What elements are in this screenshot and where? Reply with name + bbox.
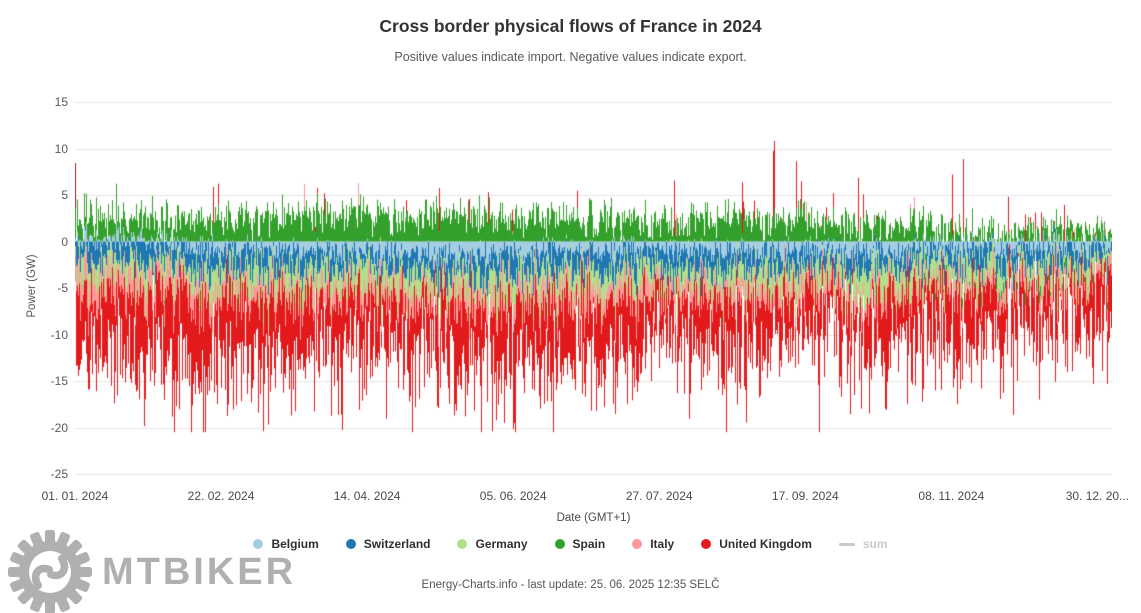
x-axis-title: Date (GMT+1): [556, 512, 631, 524]
legend-dot-icon: [554, 539, 565, 549]
legend-item-sum[interactable]: sum: [838, 537, 888, 551]
legend-label: Switzerland: [363, 537, 431, 551]
y-tick-label: -10: [50, 327, 68, 342]
y-tick-label: 10: [54, 141, 68, 156]
legend-item-belgium[interactable]: Belgium: [253, 537, 319, 551]
legend-dot-icon: [632, 539, 643, 549]
x-tick-label: 27. 07. 2024: [625, 489, 693, 503]
legend-dot-icon: [457, 539, 468, 549]
legend-label: Germany: [475, 537, 528, 551]
legend-label: United Kingdom: [719, 537, 812, 551]
legend-item-switzerland[interactable]: Switzerland: [345, 537, 431, 551]
y-tick-label: -20: [50, 420, 68, 435]
legend-dot-icon: [701, 539, 712, 549]
x-tick-label: 01. 01. 2024: [41, 489, 109, 503]
legend-item-united-kingdom[interactable]: United Kingdom: [701, 537, 812, 551]
y-tick-label: 0: [61, 234, 68, 249]
legend-dash-icon: [838, 542, 855, 546]
legend-label: Spain: [572, 537, 606, 551]
legend-label: Italy: [650, 537, 675, 551]
legend-item-germany[interactable]: Germany: [457, 537, 528, 551]
legend-label: sum: [862, 537, 888, 551]
legend-item-spain[interactable]: Spain: [554, 537, 606, 551]
legend-label: Belgium: [271, 537, 319, 551]
chart-subtitle: Positive values indicate import. Negativ…: [394, 50, 747, 64]
legend-dot-icon: [345, 539, 356, 549]
y-tick-label: -5: [57, 281, 68, 295]
x-tick-label: 30. 12. 20...: [1065, 489, 1130, 503]
footer-text: Energy-Charts.info - last update: 25. 06…: [421, 579, 720, 591]
y-tick-label: 15: [54, 95, 68, 109]
flows-chart-canvas[interactable]: [75, 95, 1112, 478]
x-tick-label: 14. 04. 2024: [333, 489, 401, 503]
chart-legend: Belgium Switzerland Germany Spain Italy Unite…: [0, 537, 1141, 551]
y-tick-label: 5: [61, 188, 68, 202]
x-tick-label: 17. 09. 2024: [771, 489, 839, 503]
y-tick-label: -25: [50, 467, 68, 481]
legend-item-italy[interactable]: Italy: [632, 537, 674, 551]
legend-dot-icon: [253, 539, 264, 549]
x-tick-label: 05. 06. 2024: [479, 489, 547, 503]
y-tick-label: -15: [50, 374, 68, 388]
x-tick-label: 08. 11. 2024: [918, 489, 985, 503]
chart-title: Cross border physical flows of France in…: [379, 16, 762, 36]
x-tick-label: 22. 02. 2024: [187, 489, 255, 503]
